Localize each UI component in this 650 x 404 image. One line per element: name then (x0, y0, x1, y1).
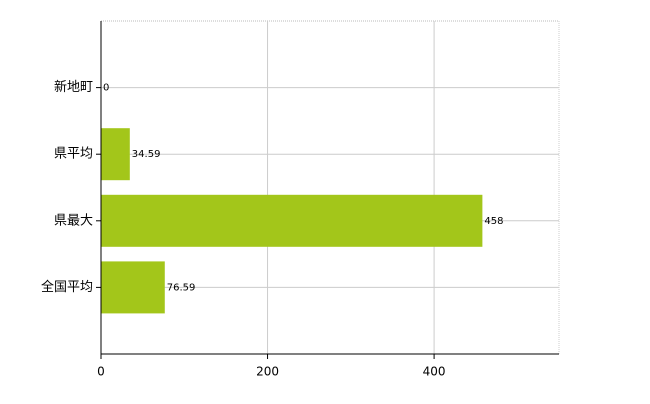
x-tick-label: 400 (423, 365, 446, 379)
bar (101, 261, 165, 314)
bar (101, 128, 130, 181)
bar (101, 194, 483, 247)
x-tick-label: 0 (97, 365, 105, 379)
value-label: 458 (484, 216, 503, 227)
y-tick-label: 県平均 (54, 147, 93, 162)
value-label: 0 (103, 83, 109, 94)
y-tick-label: 全国平均 (41, 279, 93, 295)
y-tick-label: 新地町 (54, 79, 93, 95)
x-tick-label: 200 (256, 365, 279, 379)
y-tick-label: 県最大 (54, 213, 93, 228)
value-label: 34.59 (132, 149, 161, 160)
value-label: 76.59 (167, 282, 196, 293)
